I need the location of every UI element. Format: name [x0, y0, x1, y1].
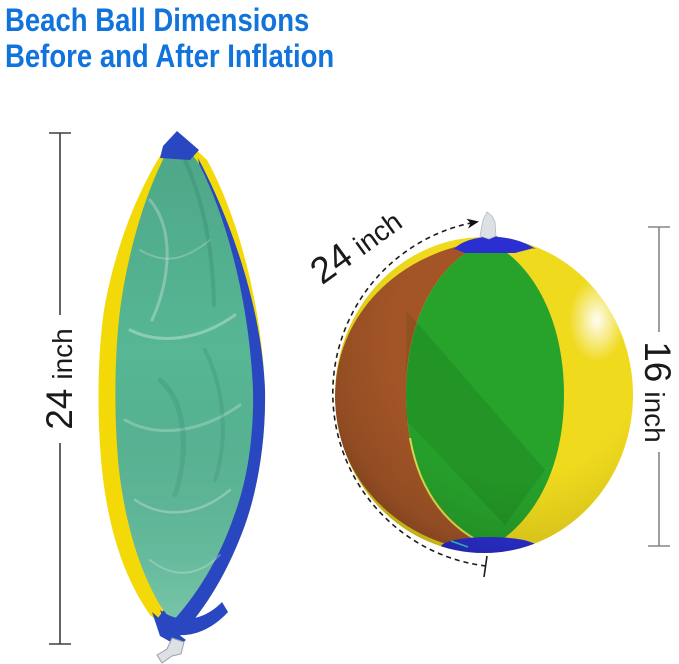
label-deflated-height-unit: inch: [47, 328, 78, 380]
deflated-bottom-tip: [152, 602, 228, 646]
measure-deflated-height: [49, 132, 71, 645]
measure-inflated-height: [648, 226, 670, 547]
ball-highlight: [569, 278, 625, 362]
deflated-edge-blue: [158, 158, 266, 638]
ball-top-cap: [453, 234, 536, 253]
label-deflated-height: 24 inch: [39, 328, 81, 430]
label-inflated-height-unit: inch: [639, 391, 670, 443]
page-title-line2: Before and After Inflation: [5, 38, 335, 75]
inflated-beach-ball: [335, 211, 633, 553]
arc-start-tick: [483, 555, 488, 578]
ball-top-valve: [479, 211, 497, 240]
deflated-shading: [115, 134, 254, 622]
label-deflated-height-value: 24: [39, 388, 80, 430]
label-inflated-height: 16 inch: [636, 341, 678, 443]
ball-shading: [335, 237, 633, 553]
deflated-beach-ball: [98, 131, 266, 664]
deflated-top-tip: [160, 131, 199, 160]
circumference-arc: [332, 218, 488, 578]
page-title-line1: Beach Ball Dimensions: [5, 2, 310, 38]
deflated-valve: [156, 637, 185, 664]
page-title: Beach Ball Dimensions Before and After I…: [5, 2, 334, 74]
arc-dashed-path: [332, 218, 487, 567]
label-inflated-height-value: 16: [637, 341, 678, 383]
